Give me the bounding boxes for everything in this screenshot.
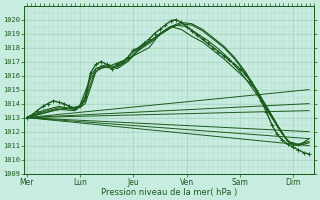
X-axis label: Pression niveau de la mer( hPa ): Pression niveau de la mer( hPa ) — [101, 188, 237, 197]
